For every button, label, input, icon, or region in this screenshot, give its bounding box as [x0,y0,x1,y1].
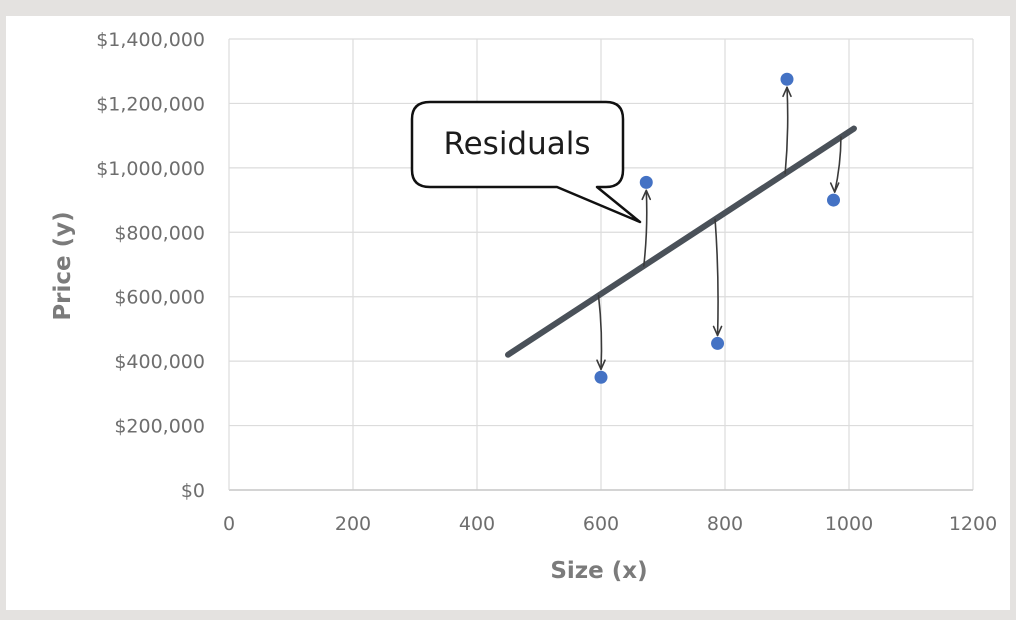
callout-bubble [412,102,640,222]
y-tick-label: $400,000 [114,351,205,373]
x-tick-label: 400 [459,513,495,535]
y-tick-label: $1,000,000 [96,158,205,180]
y-tick-label: $200,000 [114,416,205,438]
residual-arrow [714,219,722,335]
y-tick-label: $1,200,000 [96,93,205,115]
y-tick-labels: $0 $200,000 $400,000 $600,000 $800,000 $1,000… [96,29,205,502]
residual-arrows [597,87,841,369]
x-tick-labels: 0 200 400 600 800 1000 1200 [223,513,997,535]
data-point [827,194,840,207]
x-tick-label: 0 [223,513,235,535]
x-axis-title: Size (x) [550,558,647,584]
x-tick-label: 600 [583,513,619,535]
y-axis-title: Price (y) [50,211,76,320]
x-tick-label: 200 [335,513,371,535]
data-points [595,73,841,384]
y-tick-label: $600,000 [114,287,205,309]
x-tick-label: 800 [707,513,743,535]
y-tick-label: $800,000 [114,222,205,244]
data-point [711,337,724,350]
x-tick-label: 1000 [825,513,873,535]
data-point [640,176,653,189]
callout-label: Residuals [443,126,590,162]
residuals-callout: Residuals [412,102,640,222]
data-point [595,371,608,384]
data-point [781,73,794,86]
y-tick-label: $1,400,000 [96,29,205,51]
y-tick-label: $0 [181,480,205,502]
residual-arrow [642,190,650,266]
x-tick-label: 1200 [949,513,997,535]
residual-arrow [783,87,791,173]
